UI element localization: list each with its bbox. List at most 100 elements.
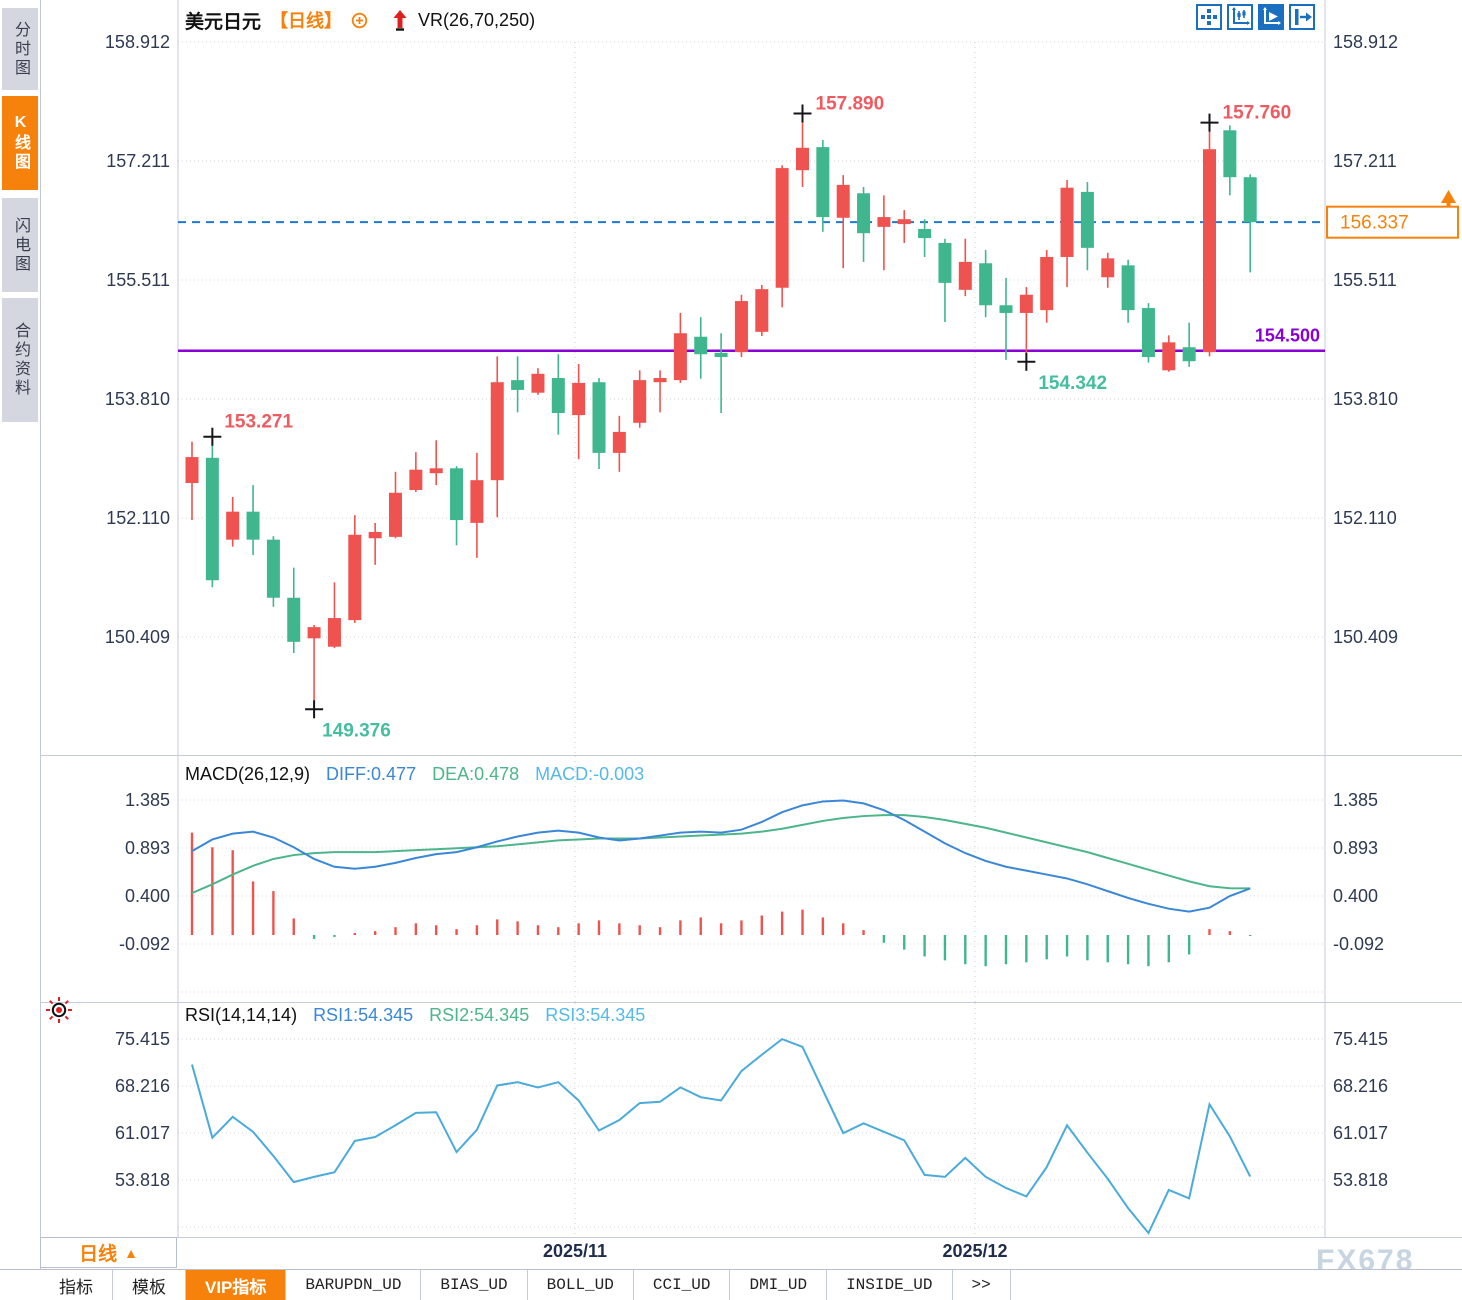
candle-body bbox=[612, 431, 626, 453]
sidebar-tab-4[interactable]: 合约资料 bbox=[2, 298, 38, 422]
candle-body bbox=[205, 457, 219, 581]
candle-body bbox=[1060, 187, 1074, 257]
candle-body bbox=[999, 305, 1013, 313]
candle-body bbox=[694, 336, 708, 355]
macd-axis-label-left: 0.400 bbox=[125, 886, 170, 906]
macd-bar bbox=[923, 935, 926, 957]
bottom-tab-10[interactable]: >> bbox=[953, 1270, 1011, 1300]
dea-line bbox=[191, 814, 1251, 894]
macd-title[interactable]: MACD(26,12,9) bbox=[185, 764, 311, 784]
exit-right-icon[interactable] bbox=[1289, 4, 1315, 30]
candle-body bbox=[897, 219, 911, 225]
axis-pointer-icon[interactable] bbox=[1258, 4, 1284, 30]
sidebar-tab-3[interactable]: 闪电图 bbox=[2, 198, 38, 292]
macd-bar bbox=[435, 925, 438, 935]
macd-bar bbox=[699, 917, 702, 935]
crosshair-move-icon[interactable] bbox=[1196, 4, 1222, 30]
macd-bar bbox=[964, 935, 967, 965]
candle-body bbox=[877, 217, 891, 227]
candle-body bbox=[348, 534, 362, 621]
macd-axis-label-right: 1.385 bbox=[1333, 790, 1378, 810]
macd-bar bbox=[1187, 935, 1191, 955]
rsi-axis-label-left: 75.415 bbox=[115, 1029, 170, 1049]
macd-bar bbox=[292, 918, 295, 935]
macd-bar bbox=[679, 920, 682, 935]
bottom-tab-5[interactable]: BIAS_UD bbox=[421, 1270, 528, 1300]
macd-bar bbox=[373, 931, 377, 935]
candle-body bbox=[673, 333, 687, 381]
macd-bar bbox=[780, 911, 784, 935]
bottom-tab-2[interactable]: 模板 bbox=[113, 1270, 186, 1300]
candle-body bbox=[918, 228, 932, 239]
bottom-tab-9[interactable]: INSIDE_UD bbox=[827, 1270, 953, 1300]
macd-bar bbox=[1065, 935, 1069, 957]
macd-bar bbox=[312, 935, 316, 939]
macd-bar bbox=[638, 925, 641, 935]
candle-body bbox=[429, 468, 443, 474]
sidebar: 分时图 K线图闪电图合约资料 bbox=[0, 0, 41, 1300]
macd-hist-value: MACD:-0.003 bbox=[535, 764, 645, 784]
candle-body bbox=[1141, 308, 1155, 358]
candle-body bbox=[185, 457, 199, 483]
rsi-chart-canvas[interactable]: 75.415 75.415 68.216 68.216 61.017 61.017 53.8… bbox=[0, 1003, 1462, 1237]
axis-candles-icon[interactable] bbox=[1227, 4, 1253, 30]
bottom-tab-8[interactable]: DMI_UD bbox=[730, 1270, 828, 1300]
bottom-tab-4[interactable]: BARUPDN_UD bbox=[286, 1270, 422, 1300]
candle-body bbox=[450, 468, 464, 521]
macd-bar bbox=[903, 935, 906, 950]
price-badge-arrow-icon bbox=[1446, 203, 1451, 208]
circle-plus-icon[interactable] bbox=[351, 12, 368, 29]
rsi-title[interactable]: RSI(14,14,14) bbox=[185, 1005, 298, 1025]
sidebar-tab-1[interactable]: 分时图 bbox=[2, 8, 38, 90]
candle-body bbox=[1243, 177, 1257, 223]
candle-body bbox=[368, 531, 382, 539]
macd-bar bbox=[1208, 929, 1211, 935]
macd-bar bbox=[618, 923, 621, 935]
macd-bar bbox=[801, 909, 804, 935]
candle-body bbox=[857, 193, 871, 234]
macd-bar bbox=[353, 933, 356, 935]
rsi-header: RSI(14,14,14) RSI1:54.345 RSI2:54.345 RS… bbox=[185, 1005, 645, 1026]
macd-header: MACD(26,12,9) DIFF:0.477 DEA:0.478 MACD:… bbox=[185, 764, 644, 785]
macd-bar bbox=[1147, 935, 1150, 967]
period-tag[interactable]: 【日线】 bbox=[270, 11, 343, 31]
candle-body bbox=[470, 480, 484, 523]
bottom-tab-7[interactable]: CCI_UD bbox=[634, 1270, 731, 1300]
separator-price-macd bbox=[40, 755, 1462, 756]
sun-indicator-icon[interactable] bbox=[44, 995, 74, 1030]
triangle-up-icon: ▲ bbox=[124, 1244, 138, 1261]
price-axis-label-left: 158.912 bbox=[105, 32, 170, 52]
chart-toolbar bbox=[1196, 4, 1315, 30]
macd-bar bbox=[1004, 935, 1008, 965]
macd-bar bbox=[882, 935, 886, 943]
candle-body bbox=[1182, 347, 1196, 362]
macd-axis-label-right: -0.092 bbox=[1333, 934, 1384, 954]
price-axis-label-left: 150.409 bbox=[105, 627, 170, 647]
candle-body bbox=[551, 378, 565, 414]
macd-bar bbox=[821, 917, 825, 935]
candle-body bbox=[592, 382, 606, 453]
price-chart-canvas[interactable]: 158.912 158.912 157.211 157.211 155.511 155.5… bbox=[0, 0, 1462, 755]
sidebar-tab-2[interactable]: K线图 bbox=[2, 96, 38, 190]
indicator-tabbar: 指标 模板 VIP指标 BARUPDN_UD BIAS_UD BOLL_UD CCI_UD D… bbox=[0, 1269, 1462, 1300]
price-annotation: 153.271 bbox=[224, 412, 293, 433]
price-annotation: 157.760 bbox=[1223, 103, 1292, 124]
macd-axis-label-left: -0.092 bbox=[119, 934, 170, 954]
candle-body bbox=[1101, 258, 1115, 278]
macd-bar bbox=[536, 925, 540, 935]
price-axis-label-left: 153.810 bbox=[105, 389, 170, 409]
candle-body bbox=[409, 469, 423, 490]
bottom-tab-3[interactable]: VIP指标 bbox=[186, 1270, 287, 1300]
red-arrow-up-icon bbox=[391, 8, 409, 32]
candle-body bbox=[775, 168, 789, 288]
price-axis-label-right: 150.409 bbox=[1333, 627, 1398, 647]
rsi-axis-label-right: 53.818 bbox=[1333, 1170, 1388, 1190]
period-selector-label: 日线 bbox=[79, 1244, 118, 1265]
macd-chart-canvas[interactable]: 1.385 1.385 0.893 0.893 0.400 0.400 -0.092 -0.0… bbox=[0, 756, 1462, 1002]
candle-body bbox=[1162, 342, 1176, 371]
overlay-indicator-label[interactable]: VR(26,70,250) bbox=[418, 9, 536, 30]
bottom-tab-6[interactable]: BOLL_UD bbox=[528, 1270, 634, 1300]
bottom-tab-1[interactable]: 指标 bbox=[40, 1270, 113, 1300]
period-selector[interactable]: 日线 ▲ bbox=[40, 1237, 177, 1268]
macd-bar bbox=[496, 919, 499, 935]
